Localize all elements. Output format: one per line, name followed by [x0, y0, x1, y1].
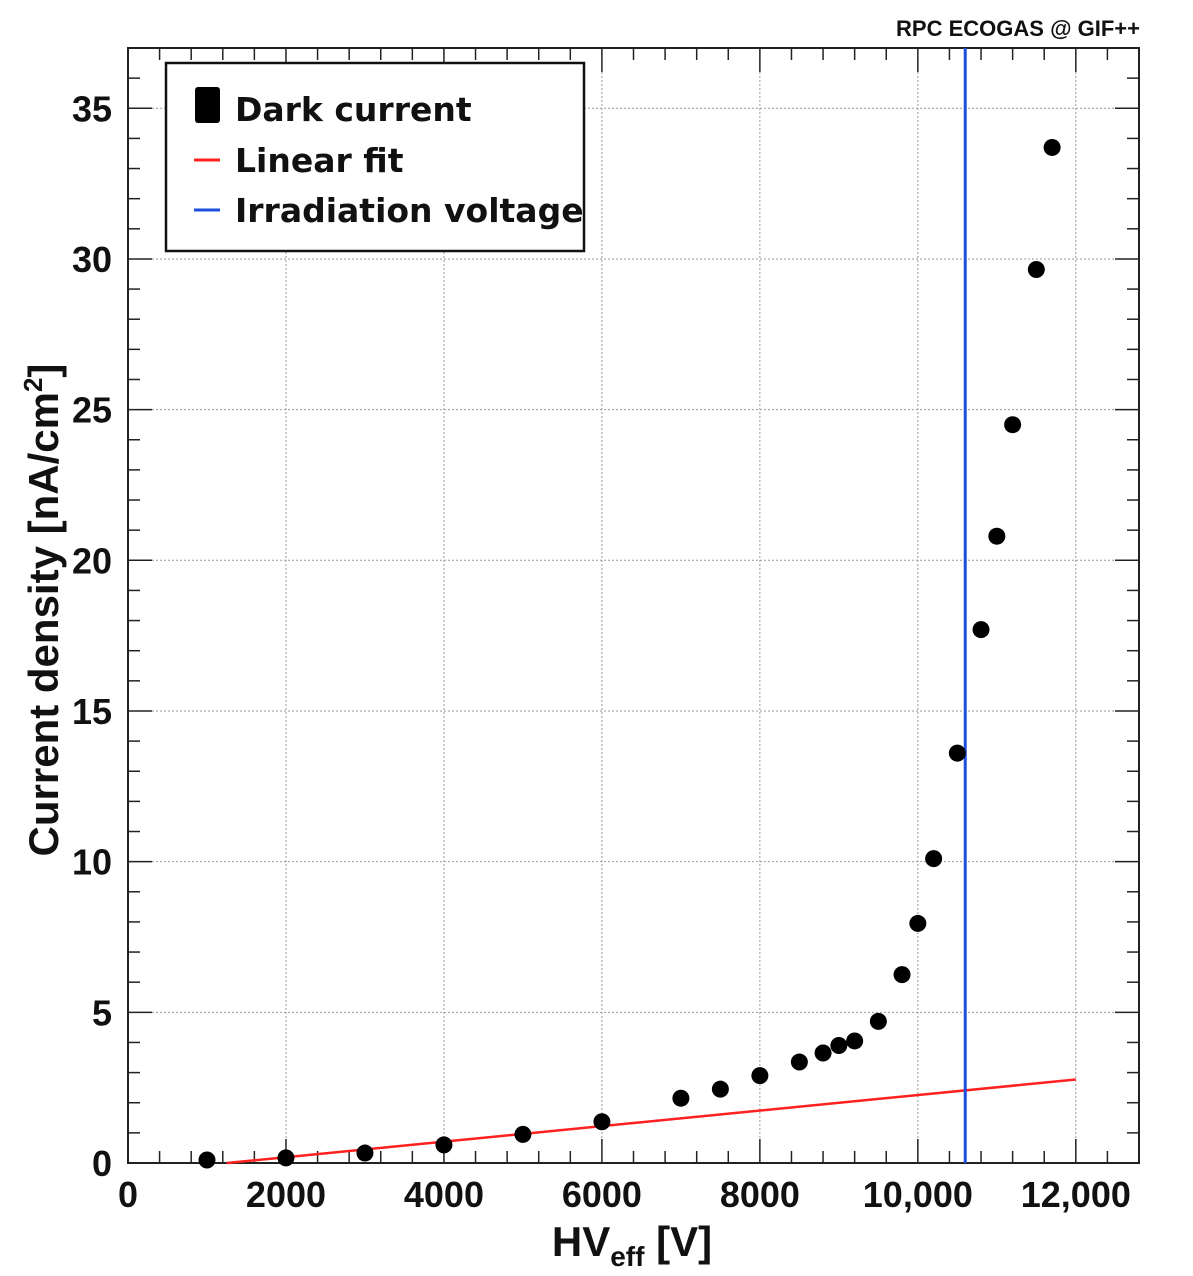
- dark-current-point: [988, 527, 1006, 545]
- legend: Dark current Linear fit Irradiation volt…: [164, 61, 586, 253]
- dark-current-point: [893, 966, 911, 984]
- series-layer: [198, 48, 1076, 1169]
- dark-current-point: [751, 1067, 769, 1085]
- legend-label-linear-fit: Linear fit: [235, 141, 404, 180]
- dark-current-point: [790, 1053, 808, 1071]
- y-tick-label: 10: [72, 842, 112, 883]
- x-tick-label: 10,000: [863, 1174, 973, 1215]
- axis-ticks: [127, 47, 1140, 1164]
- y-tick-label: 0: [92, 1143, 112, 1184]
- y-tick-label: 25: [72, 390, 112, 431]
- dark-current-point: [814, 1044, 832, 1062]
- dark-current-point: [277, 1149, 295, 1167]
- dark-current-point: [198, 1151, 216, 1169]
- y-tick-label: 30: [72, 239, 112, 280]
- dark-current-point: [1027, 260, 1045, 278]
- legend-box: [164, 61, 586, 253]
- dark-current-point: [1004, 416, 1022, 434]
- legend-label-dark-current: Dark current: [235, 90, 472, 129]
- dark-current-point: [830, 1036, 848, 1054]
- y-tick-label: 20: [72, 540, 112, 581]
- dark-current-point: [514, 1125, 532, 1143]
- dark-current-point: [869, 1012, 887, 1030]
- legend-marker-dark-current: [195, 87, 220, 123]
- dark-current-point: [356, 1144, 374, 1162]
- dark-current-point: [972, 621, 990, 639]
- chart-title: RPC ECOGAS @ GIF++: [896, 16, 1140, 41]
- y-tick-label: 35: [72, 88, 112, 129]
- dark-current-point: [925, 850, 943, 868]
- x-axis-title: HVeff [V]: [552, 1218, 712, 1272]
- y-tick-labels: 0 5 10 15 20 25 30 35: [72, 88, 112, 1184]
- dark-current-point: [909, 914, 927, 932]
- dark-current-point: [846, 1032, 864, 1050]
- x-tick-label: 8000: [720, 1174, 800, 1215]
- dark-current-point: [593, 1113, 611, 1131]
- linear-fit-line: [226, 1078, 1076, 1165]
- dark-current-point: [948, 744, 966, 762]
- legend-label-irradiation-voltage: Irradiation voltage: [235, 191, 584, 230]
- x-tick-label: 2000: [246, 1174, 326, 1215]
- y-tick-label: 5: [92, 992, 112, 1033]
- dark-current-point: [672, 1089, 690, 1107]
- dark-current-point: [1043, 138, 1061, 156]
- x-tick-label: 0: [118, 1174, 138, 1215]
- x-tick-label: 6000: [562, 1174, 642, 1215]
- dark-current-point: [711, 1080, 729, 1098]
- x-tick-label: 12,000: [1021, 1174, 1131, 1215]
- y-tick-label: 15: [72, 691, 112, 732]
- x-tick-label: 4000: [404, 1174, 484, 1215]
- dark-current-point: [435, 1136, 453, 1154]
- y-axis-title: Current density [nA/cm2]: [18, 364, 67, 857]
- x-tick-labels: 0 2000 4000 6000 8000 10,000 12,000: [118, 1174, 1131, 1215]
